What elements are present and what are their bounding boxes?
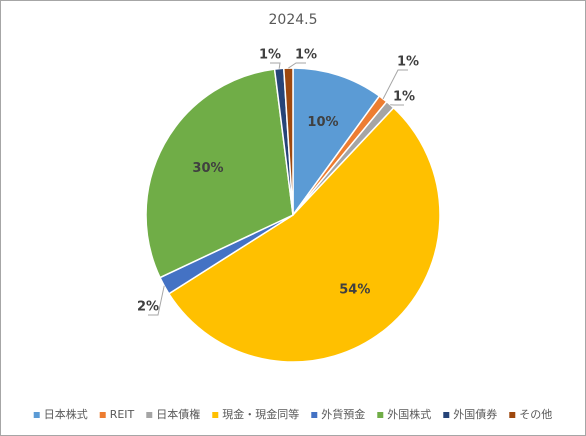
leader-line <box>382 69 408 100</box>
data-label: 1% <box>295 48 317 63</box>
data-label: 54% <box>339 282 370 297</box>
data-label: 1% <box>259 48 281 63</box>
data-label: 2% <box>137 300 159 315</box>
pie-slice <box>145 68 294 279</box>
legend-marker <box>377 412 384 418</box>
leader-line <box>288 62 306 69</box>
legend-label: 現金・現金同等 <box>222 407 299 421</box>
legend-marker <box>509 412 516 418</box>
data-label: 30% <box>192 161 223 176</box>
legend-marker <box>146 412 153 418</box>
legend-label: 外国株式 <box>387 407 431 421</box>
data-label: 10% <box>307 115 338 130</box>
legend-label: 日本債権 <box>156 407 200 421</box>
legend-label: 外貨預金 <box>321 407 365 421</box>
legend-marker <box>311 412 318 418</box>
legend-marker <box>212 412 219 418</box>
legend-label: REIT <box>110 408 135 421</box>
legend-marker <box>99 412 106 418</box>
chart-title: 2024.5 <box>269 12 318 28</box>
pie-slice <box>292 67 381 218</box>
data-label: 1% <box>393 90 415 105</box>
legend-label: 日本株式 <box>44 407 88 421</box>
leader-line <box>270 62 281 69</box>
legend-marker <box>33 412 40 418</box>
legend-marker <box>443 412 450 418</box>
data-label: 1% <box>397 55 419 70</box>
leader-line <box>148 285 165 316</box>
pie-slice <box>167 106 441 363</box>
legend-label: その他 <box>519 408 552 421</box>
legend-label: 外国債券 <box>453 407 497 421</box>
